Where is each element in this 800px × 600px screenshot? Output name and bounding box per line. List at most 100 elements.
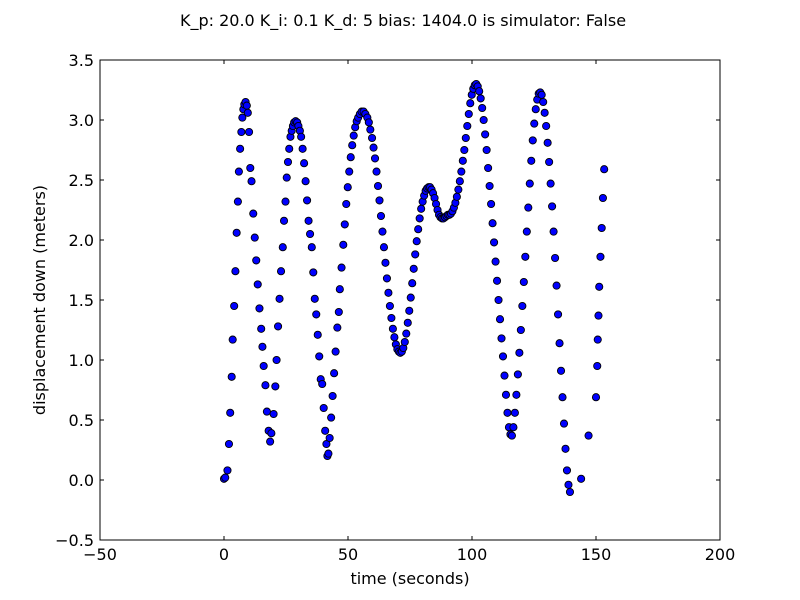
data-point — [577, 474, 586, 483]
x-tick-label: 50 — [338, 545, 358, 564]
data-point — [530, 119, 539, 128]
data-point — [301, 177, 310, 186]
data-point — [554, 310, 563, 319]
data-point — [415, 214, 424, 223]
y-tick-label: 2.5 — [69, 171, 94, 190]
data-point — [516, 325, 525, 335]
data-point — [247, 177, 256, 186]
data-point — [325, 433, 334, 443]
data-point — [378, 227, 387, 236]
y-tick-label: 3.0 — [69, 111, 94, 130]
data-point — [519, 277, 528, 287]
data-point — [463, 121, 472, 131]
data-point — [335, 285, 344, 294]
data-point — [234, 167, 243, 176]
data-point — [488, 219, 497, 228]
data-point — [556, 366, 566, 375]
data-point — [482, 145, 491, 155]
data-point — [376, 211, 386, 221]
data-point — [223, 466, 232, 475]
data-point — [343, 183, 352, 192]
data-point — [561, 444, 570, 453]
data-point — [454, 185, 463, 194]
data-point — [224, 439, 234, 449]
data-point — [521, 252, 530, 261]
data-point — [279, 216, 289, 225]
data-point — [458, 156, 467, 165]
data-point — [258, 342, 267, 351]
data-point — [464, 109, 473, 119]
data-point — [366, 125, 375, 134]
data-point — [548, 202, 557, 211]
data-point — [596, 252, 605, 261]
data-point — [402, 329, 411, 338]
data-point — [309, 268, 318, 277]
data-point — [417, 204, 426, 213]
data-point — [509, 423, 518, 432]
data-point — [512, 390, 521, 399]
data-point — [485, 181, 494, 191]
data-point — [551, 253, 560, 263]
data-point — [591, 393, 601, 402]
data-point — [545, 157, 554, 167]
data-point — [236, 144, 245, 153]
x-tick-label: 150 — [581, 545, 612, 564]
data-point — [297, 132, 306, 141]
data-point — [328, 391, 337, 401]
data-point — [231, 267, 240, 276]
data-point — [498, 352, 508, 361]
data-point — [537, 90, 546, 99]
data-point — [507, 431, 516, 440]
data-point — [484, 163, 493, 173]
data-point — [522, 227, 531, 236]
chart-title: K_p: 20.0 K_i: 0.1 K_d: 5 bias: 1404.0 i… — [180, 11, 626, 31]
data-point — [285, 144, 294, 153]
data-point — [369, 143, 378, 152]
data-point — [460, 145, 469, 155]
data-point — [527, 156, 536, 165]
data-point — [476, 94, 485, 103]
data-point — [543, 138, 552, 147]
data-point — [510, 408, 519, 417]
data-point — [349, 131, 358, 140]
data-point — [384, 288, 393, 297]
data-point — [281, 197, 290, 206]
y-tick-label: 1.0 — [69, 351, 94, 370]
data-point — [497, 334, 506, 343]
data-point — [491, 257, 500, 266]
data-point — [272, 355, 281, 365]
data-point — [346, 153, 355, 162]
data-point — [327, 413, 336, 422]
data-point — [274, 322, 283, 331]
data-point — [271, 382, 280, 391]
data-point — [250, 233, 259, 242]
data-point — [370, 154, 380, 163]
data-point — [503, 408, 512, 417]
data-point — [232, 228, 241, 237]
data-point — [411, 250, 420, 259]
data-point — [455, 177, 464, 186]
data-point — [342, 199, 351, 209]
data-point — [546, 179, 555, 188]
data-point — [515, 348, 524, 357]
data-point — [475, 87, 484, 96]
data-point — [593, 335, 602, 344]
data-point — [531, 105, 540, 114]
data-point — [319, 403, 328, 413]
data-point — [300, 159, 309, 168]
data-point — [525, 179, 534, 188]
data-point — [253, 280, 262, 289]
data-point — [243, 108, 252, 117]
data-point — [226, 408, 235, 417]
data-point — [564, 480, 573, 489]
data-point — [312, 310, 321, 319]
data-point — [405, 306, 414, 315]
data-point — [345, 167, 354, 176]
data-point — [315, 352, 324, 361]
data-point — [348, 141, 357, 150]
data-point — [339, 240, 348, 249]
data-point — [321, 426, 330, 435]
data-point — [492, 276, 502, 285]
data-point — [457, 167, 466, 176]
